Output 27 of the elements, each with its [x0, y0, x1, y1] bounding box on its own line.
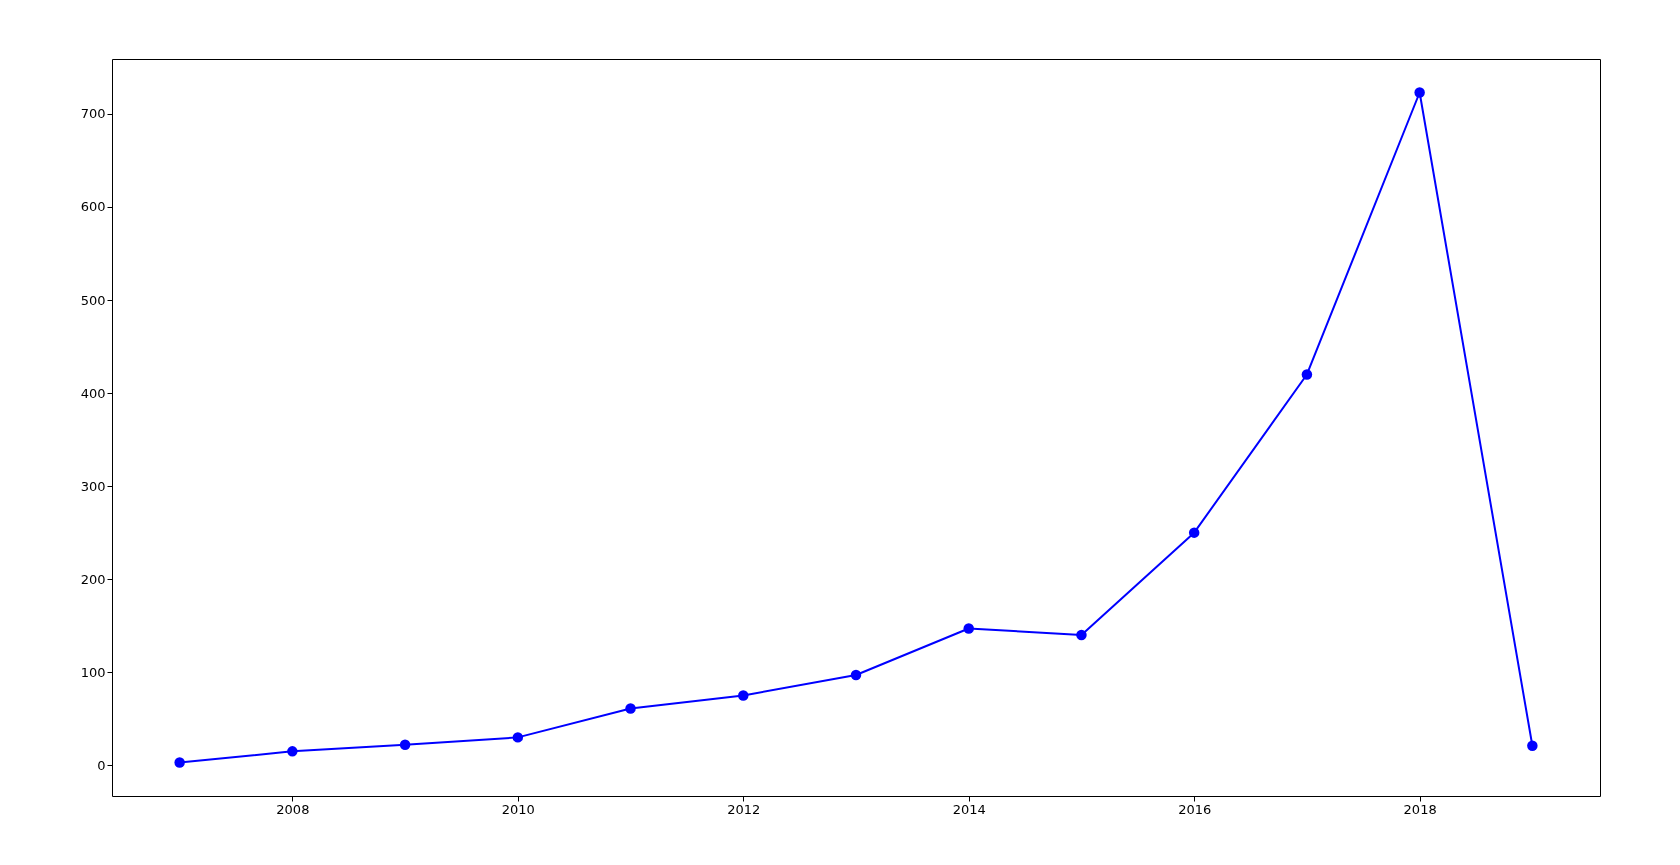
- y-tick-label: 200: [80, 571, 106, 587]
- y-tick-label: 400: [80, 385, 106, 401]
- y-tick-label: 300: [80, 478, 106, 494]
- point: [1414, 87, 1425, 98]
- point: [1188, 527, 1200, 538]
- point: [738, 690, 749, 701]
- point: [1076, 629, 1087, 641]
- point: [399, 739, 411, 751]
- y-tick-label: 600: [80, 199, 106, 215]
- x-tick-label: 2014: [952, 801, 986, 817]
- y-tick-label: 100: [80, 664, 106, 680]
- y-tick-label: 500: [80, 292, 106, 308]
- point: [963, 623, 974, 634]
- point: [625, 703, 636, 714]
- point: [850, 669, 862, 681]
- y-tick-label: 700: [80, 106, 106, 122]
- x-tick-label: 2016: [1178, 801, 1212, 817]
- point: [1301, 369, 1313, 380]
- point: [287, 746, 298, 757]
- y-tick-label: 0: [97, 757, 106, 773]
- x-tick-label: 2018: [1403, 801, 1437, 817]
- point: [174, 757, 185, 768]
- x-tick-label: 2012: [727, 801, 761, 817]
- point: [512, 732, 524, 743]
- x-tick-label: 2008: [276, 801, 310, 817]
- point: [1527, 740, 1538, 751]
- x-tick-label: 2010: [501, 801, 535, 817]
